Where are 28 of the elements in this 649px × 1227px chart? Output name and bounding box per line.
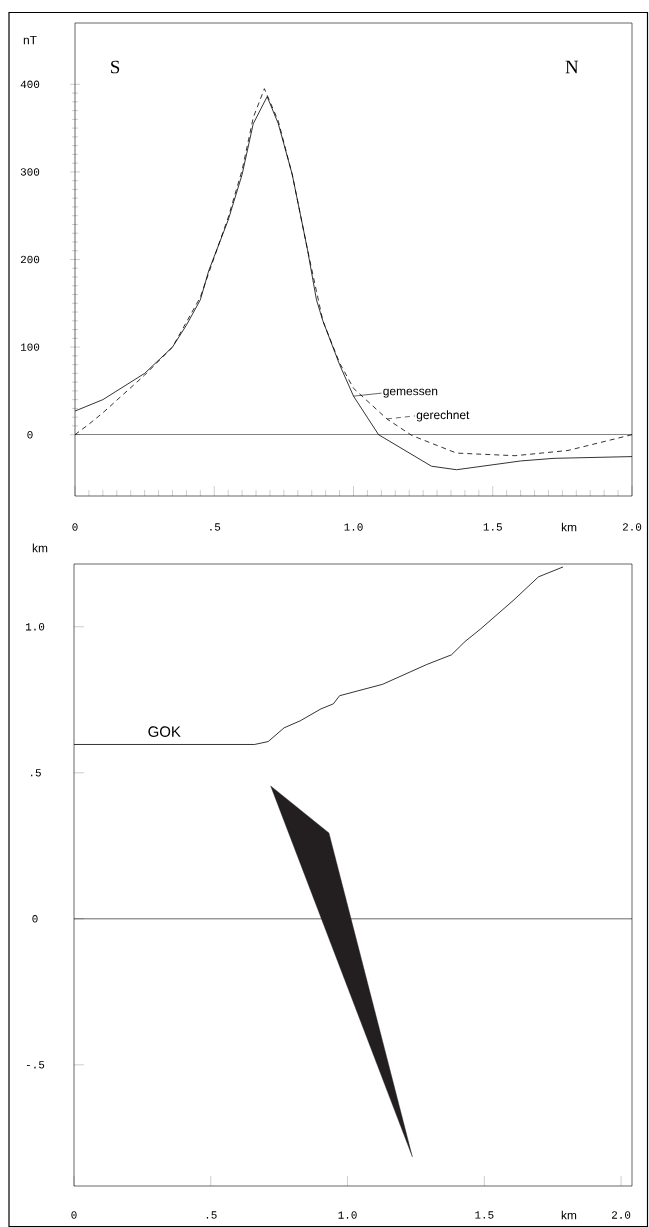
x-tick-label: 0 [72,523,78,531]
y-axis-title: km [32,543,48,553]
y-tick-label: 400 [20,80,40,89]
y-tick-label: 1.0 [25,623,45,631]
legend-label: gemessen [383,388,438,398]
y-tick-label: .5 [31,769,41,777]
x-tick-label: .5 [206,1211,217,1219]
series-label: GOK [148,726,181,737]
legend-label: gerechnet [416,410,470,422]
x-axis-title: km [561,1210,577,1220]
y-axis-title: nT [23,35,37,45]
y-tick-label: 200 [20,255,40,264]
y-tick-label: 100 [20,343,40,351]
annotation: N [565,60,579,74]
x-tick-label: 1.0 [344,523,363,531]
annotation: S [111,60,120,74]
x-tick-label: 1.0 [338,1211,357,1219]
x-axis-title: km [561,522,577,532]
y-tick-label: 0 [32,915,38,923]
x-tick-label: 1.5 [475,1211,494,1219]
x-tick-label: 2.0 [611,1211,631,1219]
x-tick-label: .5 [210,523,221,531]
x-tick-label: 0 [71,1211,77,1219]
x-tick-label: 1.5 [483,523,502,531]
y-tick-label: 300 [20,168,40,176]
x-tick-label: 2.0 [622,523,642,531]
y-tick-label: -.5 [26,1061,45,1069]
y-tick-label: 0 [27,430,33,439]
